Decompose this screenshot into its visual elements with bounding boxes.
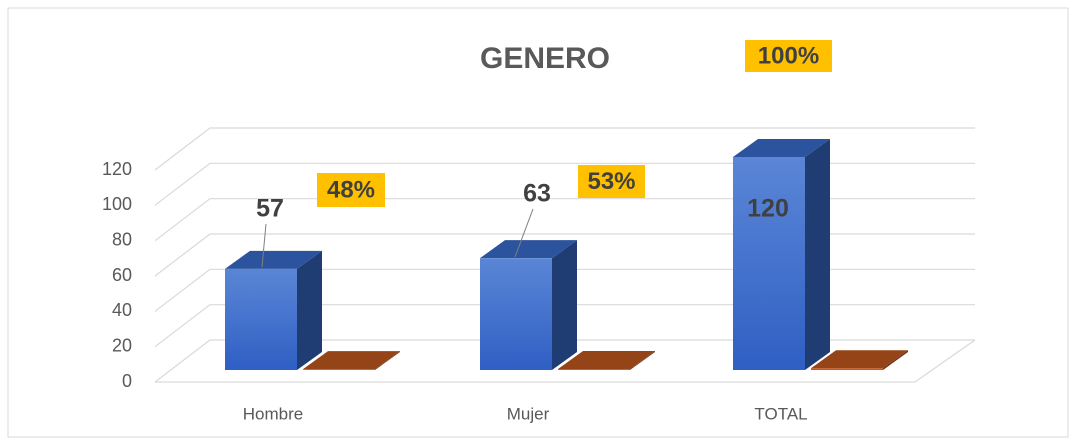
- x-tick-label: TOTAL: [754, 404, 807, 423]
- bar: [225, 250, 322, 370]
- data-label: 57: [256, 195, 284, 223]
- bar: [811, 350, 908, 370]
- bar: [303, 351, 400, 370]
- bar-face: [225, 250, 322, 269]
- y-tick-label: 20: [112, 335, 132, 355]
- bar-face: [480, 258, 552, 370]
- data-label: 120: [747, 195, 789, 223]
- y-tick-label: 80: [112, 229, 132, 249]
- grid-line: [154, 127, 975, 171]
- bar-face: [883, 350, 908, 370]
- leader-line: [261, 223, 267, 268]
- grid-line: [154, 198, 975, 242]
- y-tick-label: 40: [112, 300, 132, 320]
- data-label-box: [578, 165, 645, 198]
- data-label: 53%: [587, 168, 635, 195]
- grid-line: [154, 268, 975, 312]
- bar-face: [558, 369, 630, 370]
- x-tick-label: Mujer: [507, 404, 550, 423]
- grid-line: [154, 233, 975, 277]
- data-label-box: [745, 40, 832, 72]
- chart-title: GENERO: [480, 42, 610, 75]
- y-tick-label: 100: [102, 194, 132, 214]
- bar-face: [733, 157, 805, 370]
- data-label-box: [317, 173, 385, 207]
- bar: [558, 351, 655, 370]
- bar-face: [552, 240, 577, 370]
- bar-face: [303, 369, 375, 370]
- bar-face: [811, 368, 883, 370]
- y-tick-label: 120: [102, 159, 132, 179]
- bar-face: [375, 351, 400, 370]
- bar-face: [805, 139, 830, 370]
- bar: [480, 240, 577, 370]
- bar-face: [630, 351, 655, 370]
- bar-face: [225, 268, 297, 370]
- y-tick-label: 60: [112, 265, 132, 285]
- grid-line: [154, 304, 975, 348]
- bar-face: [480, 240, 577, 259]
- grid-line: [154, 162, 975, 206]
- bar-face: [297, 250, 322, 370]
- floor-line: [155, 339, 976, 383]
- data-label: 100%: [758, 42, 819, 69]
- bar-face: [733, 139, 830, 157]
- grid-line: [154, 339, 975, 383]
- bar-face: [558, 351, 655, 370]
- leader-line: [514, 208, 534, 258]
- bar-face: [811, 350, 908, 369]
- bar-face: [303, 351, 400, 370]
- bar: [733, 139, 830, 370]
- y-tick-label: 0: [122, 371, 132, 391]
- data-label: 63: [523, 180, 551, 208]
- data-label: 48%: [327, 176, 375, 203]
- x-tick-label: Hombre: [243, 404, 303, 423]
